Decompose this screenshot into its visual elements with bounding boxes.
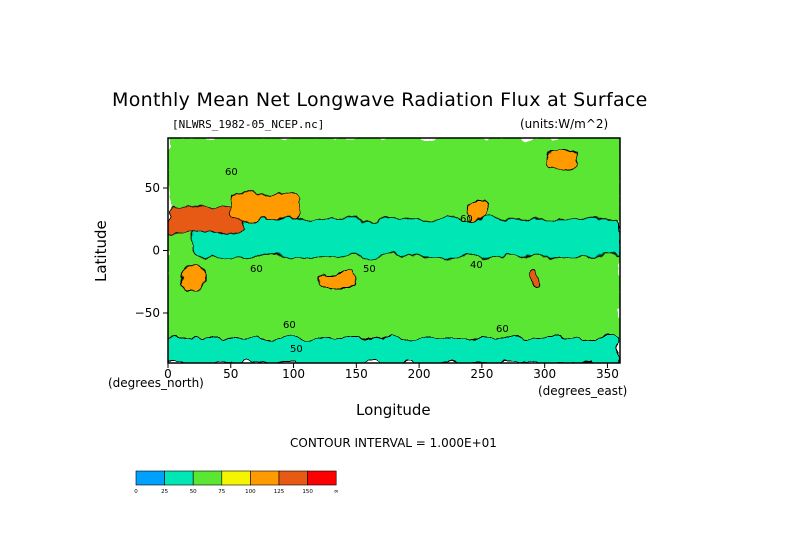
x-tick-label: 150 [345, 367, 368, 381]
colorbar: 0 25 50 75 100 125 150 ∞ [134, 470, 339, 495]
units-label-text: (units:W/m^2) [520, 117, 609, 131]
colorbar-label: 100 [245, 489, 256, 495]
colorbar-label: 75 [218, 489, 225, 495]
field-region [192, 218, 620, 258]
x-axis-ticks: 0 50 100 150 200 250 300 350 [164, 363, 619, 381]
field-region [168, 337, 620, 363]
file-label: [NLWRS_1982-05_NCEP.nc] [172, 118, 325, 131]
chart-title: Monthly Mean Net Longwave Radiation Flux… [112, 89, 648, 111]
colorbar-label: 150 [302, 489, 313, 495]
colorbar-label: ∞ [334, 488, 339, 495]
colorbar-swatch [135, 470, 165, 486]
contour-label: 50 [363, 264, 376, 275]
units-label: (units:W/m^2) [520, 117, 608, 131]
field-region [230, 193, 301, 220]
contour-interval: CONTOUR INTERVAL = 1.000E+01 [290, 436, 497, 450]
x-tick-label: 250 [470, 367, 493, 381]
contour-label: 60 [496, 324, 509, 335]
colorbar-label: 50 [190, 489, 197, 495]
colorbar-label: 0 [134, 489, 138, 495]
flux-field: 60 60 60 50 60 40 60 50 [168, 138, 620, 363]
x-tick-label: 100 [282, 367, 305, 381]
field-region [180, 268, 207, 289]
x-tick-label: 50 [223, 367, 238, 381]
y-unit-label: (degrees_north) [108, 376, 204, 390]
y-tick-label: 50 [145, 181, 160, 195]
x-axis-label: Longitude [356, 401, 431, 419]
colorbar-swatch [192, 470, 223, 486]
contour-label: 60 [250, 264, 263, 275]
field-region [544, 150, 577, 170]
x-tick-label: 200 [408, 367, 431, 381]
colorbar-swatch [221, 470, 251, 486]
x-unit-label: (degrees_east) [538, 384, 628, 398]
colorbar-swatch [250, 470, 280, 486]
y-tick-label: 0 [152, 244, 160, 258]
contour-label: 40 [470, 260, 483, 271]
contour-label: 60 [225, 167, 238, 178]
y-tick-label: −50 [135, 306, 160, 320]
colorbar-label: 25 [161, 489, 168, 495]
y-axis-label: Latitude [92, 220, 110, 282]
field-region [468, 200, 489, 220]
contour-label: 50 [290, 344, 303, 355]
colorbar-swatch [164, 470, 194, 486]
x-tick-label: 0 [164, 367, 172, 381]
colorbar-swatch [307, 470, 337, 486]
colorbar-swatch [278, 470, 308, 486]
field-region [529, 268, 539, 289]
y-axis-ticks: 50 0 −50 [135, 181, 168, 320]
field-region [318, 272, 357, 289]
colorbar-label: 125 [274, 489, 285, 495]
x-tick-label: 350 [596, 367, 619, 381]
contour-label: 60 [283, 320, 296, 331]
contour-label: 60 [460, 214, 473, 225]
x-tick-label: 300 [533, 367, 556, 381]
